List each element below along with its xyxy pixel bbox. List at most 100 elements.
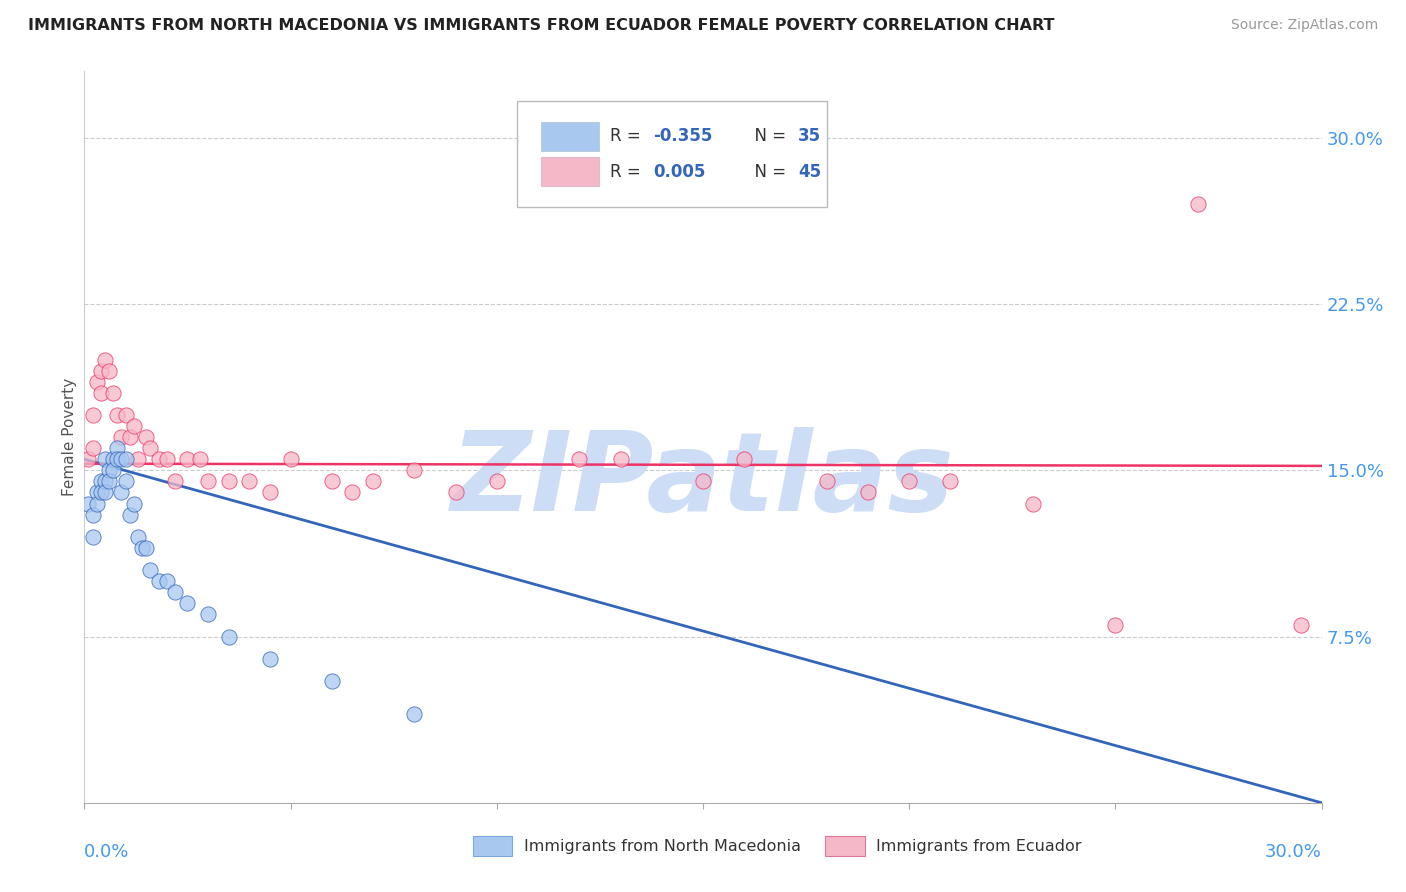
- FancyBboxPatch shape: [517, 101, 827, 207]
- Text: -0.355: -0.355: [654, 128, 713, 145]
- Point: [135, 541, 157, 555]
- Text: IMMIGRANTS FROM NORTH MACEDONIA VS IMMIGRANTS FROM ECUADOR FEMALE POVERTY CORREL: IMMIGRANTS FROM NORTH MACEDONIA VS IMMIG…: [28, 18, 1054, 33]
- Text: N =: N =: [744, 128, 792, 145]
- Point: [485, 475, 508, 489]
- Point: [321, 673, 343, 688]
- Point: [692, 475, 714, 489]
- Point: [77, 497, 100, 511]
- Point: [86, 497, 108, 511]
- Point: [939, 475, 962, 489]
- Point: [176, 452, 198, 467]
- Point: [609, 452, 631, 467]
- Point: [82, 441, 104, 455]
- Point: [404, 463, 426, 477]
- Point: [218, 475, 240, 489]
- Point: [148, 452, 170, 467]
- Text: 0.005: 0.005: [654, 162, 706, 180]
- Point: [568, 452, 591, 467]
- Point: [94, 475, 117, 489]
- FancyBboxPatch shape: [472, 837, 512, 856]
- Point: [139, 563, 162, 577]
- Point: [165, 475, 187, 489]
- Point: [82, 508, 104, 522]
- Point: [82, 408, 104, 422]
- Point: [156, 574, 179, 589]
- FancyBboxPatch shape: [825, 837, 865, 856]
- Point: [94, 452, 117, 467]
- Point: [1022, 497, 1045, 511]
- Point: [197, 607, 219, 622]
- Point: [1187, 197, 1209, 211]
- Point: [110, 452, 132, 467]
- Point: [118, 508, 141, 522]
- Point: [90, 363, 112, 377]
- Point: [98, 463, 121, 477]
- Point: [118, 430, 141, 444]
- Point: [733, 452, 755, 467]
- Point: [321, 475, 343, 489]
- Point: [90, 475, 112, 489]
- Point: [103, 463, 125, 477]
- Point: [94, 485, 117, 500]
- Point: [188, 452, 211, 467]
- Point: [1289, 618, 1312, 632]
- Point: [148, 574, 170, 589]
- Point: [105, 408, 128, 422]
- Text: 30.0%: 30.0%: [1265, 843, 1322, 861]
- Point: [103, 452, 125, 467]
- Point: [361, 475, 384, 489]
- Text: Immigrants from Ecuador: Immigrants from Ecuador: [876, 838, 1081, 854]
- Text: Source: ZipAtlas.com: Source: ZipAtlas.com: [1230, 18, 1378, 32]
- Point: [898, 475, 921, 489]
- Point: [114, 408, 136, 422]
- Point: [815, 475, 838, 489]
- Point: [165, 585, 187, 599]
- Point: [114, 475, 136, 489]
- Text: N =: N =: [744, 162, 792, 180]
- Y-axis label: Female Poverty: Female Poverty: [62, 378, 77, 496]
- Point: [114, 452, 136, 467]
- Point: [156, 452, 179, 467]
- FancyBboxPatch shape: [541, 157, 599, 186]
- Point: [105, 452, 128, 467]
- Point: [404, 707, 426, 722]
- Point: [98, 475, 121, 489]
- Text: 45: 45: [799, 162, 821, 180]
- Point: [127, 530, 149, 544]
- Point: [90, 485, 112, 500]
- Text: 0.0%: 0.0%: [84, 843, 129, 861]
- Point: [259, 651, 281, 665]
- Point: [259, 485, 281, 500]
- Point: [1104, 618, 1126, 632]
- Point: [82, 530, 104, 544]
- Point: [94, 352, 117, 367]
- Point: [444, 485, 467, 500]
- Point: [218, 630, 240, 644]
- Point: [280, 452, 302, 467]
- Point: [77, 452, 100, 467]
- Point: [90, 385, 112, 400]
- Point: [122, 497, 145, 511]
- FancyBboxPatch shape: [541, 122, 599, 151]
- Point: [110, 430, 132, 444]
- Point: [238, 475, 260, 489]
- Point: [342, 485, 364, 500]
- Text: Immigrants from North Macedonia: Immigrants from North Macedonia: [523, 838, 800, 854]
- Point: [131, 541, 153, 555]
- Point: [856, 485, 879, 500]
- Point: [105, 441, 128, 455]
- Text: R =: R =: [610, 162, 647, 180]
- Point: [86, 375, 108, 389]
- Point: [86, 485, 108, 500]
- Point: [98, 363, 121, 377]
- Point: [127, 452, 149, 467]
- Point: [176, 596, 198, 610]
- Point: [110, 485, 132, 500]
- Text: 35: 35: [799, 128, 821, 145]
- Point: [197, 475, 219, 489]
- Text: R =: R =: [610, 128, 647, 145]
- Point: [135, 430, 157, 444]
- Point: [103, 385, 125, 400]
- Text: ZIPatlas: ZIPatlas: [451, 427, 955, 534]
- Point: [122, 419, 145, 434]
